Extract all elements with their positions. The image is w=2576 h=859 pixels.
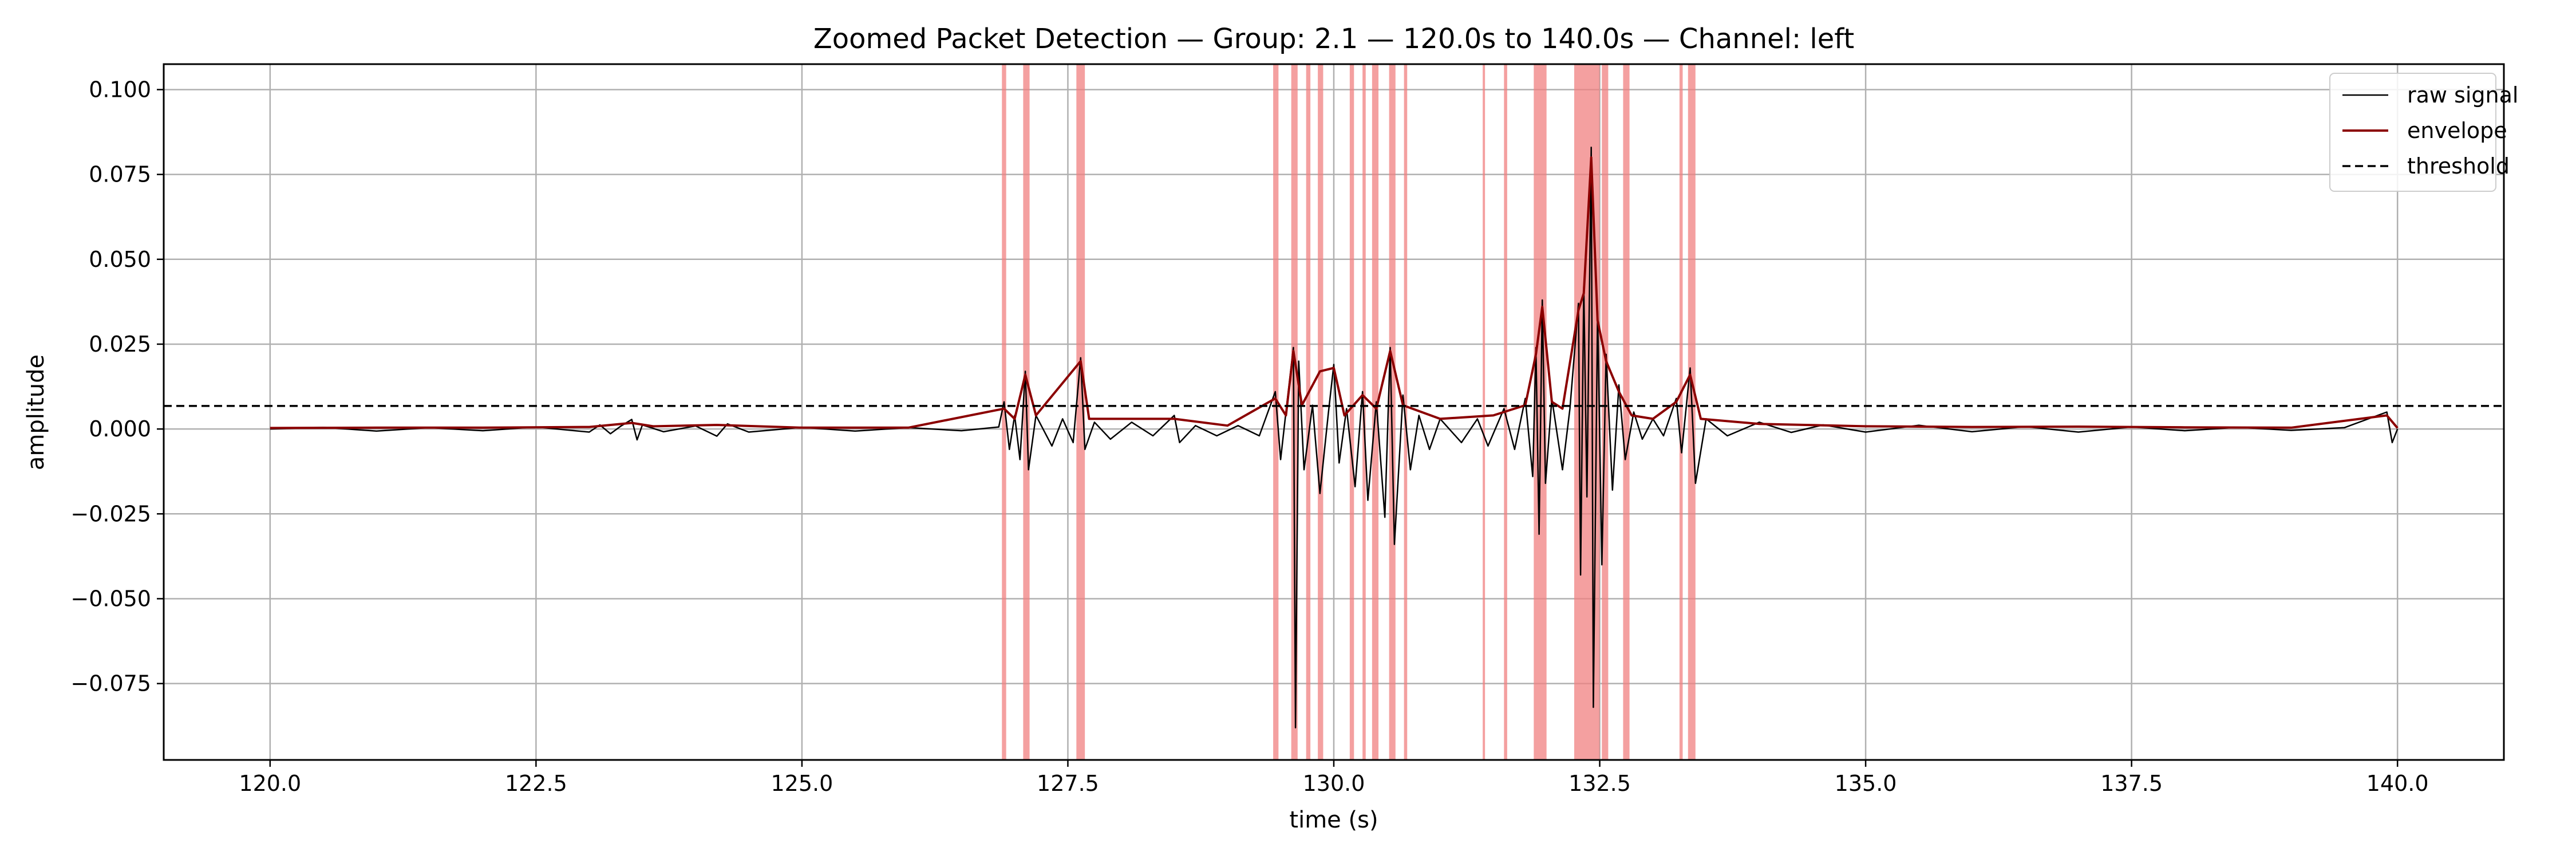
x-tick-label: 130.0 xyxy=(1303,771,1365,796)
y-tick-label: −0.025 xyxy=(70,501,151,526)
x-tick-label: 125.0 xyxy=(771,771,833,796)
y-tick-label: 0.100 xyxy=(89,77,151,102)
legend: raw signal envelope threshold xyxy=(2329,73,2518,192)
x-tick-label: 140.0 xyxy=(2366,771,2429,796)
raw-signal-line xyxy=(270,146,2399,728)
x-tick-label: 122.5 xyxy=(505,771,567,796)
detection-span xyxy=(1404,64,1408,760)
legend-label-threshold: threshold xyxy=(2407,153,2510,179)
detection-span xyxy=(1623,64,1630,760)
chart-title: Zoomed Packet Detection — Group: 2.1 — 1… xyxy=(813,23,1854,55)
y-tick-label: 0.075 xyxy=(89,162,151,187)
x-tick-label: 127.5 xyxy=(1037,771,1099,796)
detection-span xyxy=(1483,64,1485,760)
detection-span xyxy=(1306,64,1311,760)
y-axis-label: amplitude xyxy=(23,354,49,470)
detection-span xyxy=(1574,64,1600,760)
detection-span xyxy=(1389,64,1396,760)
y-tick-label: −0.050 xyxy=(70,586,151,611)
detection-span xyxy=(1076,64,1085,760)
x-tick-label: 137.5 xyxy=(2100,771,2163,796)
plot-series xyxy=(164,146,2504,728)
x-axis-label: time (s) xyxy=(1289,807,1378,833)
envelope-line xyxy=(270,156,2399,430)
x-tick-label: 135.0 xyxy=(1835,771,1897,796)
detection-span xyxy=(1318,64,1323,760)
detection-span xyxy=(1679,64,1683,760)
detection-span xyxy=(1002,64,1006,760)
y-tick-label: −0.075 xyxy=(70,671,151,696)
legend-box xyxy=(2329,73,2496,192)
axis-ticks: 120.0 122.5 125.0 127.5 130.0 132.5 135.0 137.5… xyxy=(70,77,2428,796)
detection-span xyxy=(1273,64,1279,760)
y-tick-label: 0.000 xyxy=(89,416,151,442)
detection-span xyxy=(1349,64,1354,760)
legend-label-raw: raw signal xyxy=(2407,82,2518,108)
legend-label-envelope: envelope xyxy=(2407,118,2507,143)
y-tick-label: 0.050 xyxy=(89,247,151,272)
x-tick-label: 132.5 xyxy=(1568,771,1631,796)
y-tick-label: 0.025 xyxy=(89,332,151,357)
x-tick-label: 120.0 xyxy=(239,771,301,796)
